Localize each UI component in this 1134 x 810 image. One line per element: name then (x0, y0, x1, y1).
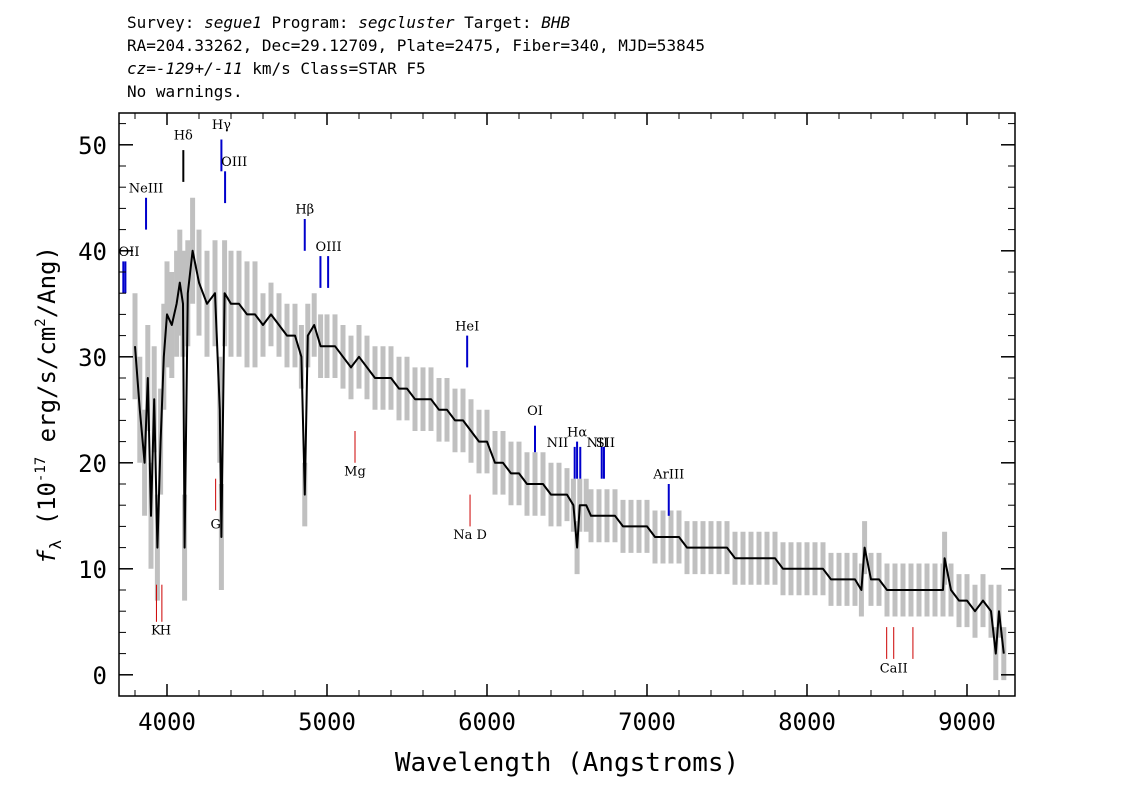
x-tick-label: 8000 (778, 708, 836, 736)
target-value: BHB (541, 13, 571, 32)
y-tick-label: 0 (93, 662, 107, 690)
y-tick-label: 30 (78, 344, 107, 372)
x-tick-label: 4000 (138, 708, 196, 736)
header-line-coords: RA=204.33262, Dec=29.12709, Plate=2475, … (127, 36, 705, 55)
program-value: segcluster (358, 13, 455, 32)
line-label-sii: SII (596, 436, 615, 451)
program-label: Program: (261, 13, 359, 32)
x-tick-label: 5000 (298, 708, 356, 736)
cz-value: -129+/-11 (155, 59, 243, 78)
y-tick-label: 40 (78, 238, 107, 266)
x-tick-label: 6000 (458, 708, 516, 736)
flux-layer (134, 249, 1005, 655)
target-label: Target: (454, 13, 542, 32)
plot-frame (118, 112, 1016, 697)
line-label-nii6548: NII (547, 436, 569, 451)
line-label-nii6583: NII (587, 436, 609, 451)
line-label-oiii4959: OIII (316, 240, 342, 255)
line-label-hα: Hα (567, 425, 587, 440)
line-markers-layer: NeIIIOIIHδHγOIIIHβOIIIHeIOINIIHαNIISIIAr… (119, 118, 914, 677)
survey-label: Survey: (127, 13, 205, 32)
y-tick-label: 50 (78, 132, 107, 160)
flux-line (134, 249, 1005, 655)
survey-value: segue1 (204, 13, 262, 32)
y-label-close: /Ang) (33, 246, 61, 318)
axis-ticks-layer: 4000 5000 6000 7000 8000 9000 0 10 20 30 40 50 (78, 113, 1015, 736)
line-label-h: H (160, 624, 171, 639)
line-label-caii: CaII (880, 662, 908, 677)
line-label-hβ: Hβ (295, 203, 314, 218)
line-label-neiii: NeIII (129, 182, 163, 197)
y-axis-label: fλ (10-17 erg/s/cm2/Ang) (33, 246, 65, 564)
y-label-open: (10 (33, 482, 61, 540)
line-label-hδ: Hδ (174, 129, 193, 144)
y-label-sub: λ (46, 540, 65, 550)
line-label-g: G (210, 518, 220, 533)
spectrum-header: Survey: segue1 Program: segcluster Targe… (127, 11, 705, 103)
x-axis-label: Wavelength (Angstroms) (395, 748, 739, 778)
y-tick-label: 20 (78, 450, 107, 478)
class-text: km/s Class=STAR F5 (242, 59, 426, 78)
y-label-f: f (33, 549, 61, 564)
y-label-mid: erg/s/cm (33, 327, 61, 457)
line-label-ariii: ArIII (652, 468, 684, 483)
line-label-oii: OII (119, 245, 140, 260)
header-line-survey: Survey: segue1 Program: segcluster Targe… (127, 11, 705, 34)
y-label-exp1: -17 (33, 457, 49, 482)
line-label-hei: HeI (455, 319, 479, 334)
cz-label: cz= (127, 59, 156, 78)
y-tick-label: 10 (78, 556, 107, 584)
x-tick-label: 7000 (618, 708, 676, 736)
line-label-mg: Mg (344, 465, 366, 480)
line-label-oi: OI (527, 404, 543, 419)
line-label-oiii4363: OIII (221, 155, 247, 170)
line-label-na-d: Na D (453, 528, 487, 543)
x-tick-label: 9000 (938, 708, 996, 736)
line-label-k: K (151, 624, 161, 639)
y-label-exp2: 2 (33, 318, 49, 326)
header-line-warnings: No warnings. (127, 82, 243, 101)
header-line-redshift: cz=-129+/-11 km/s Class=STAR F5 (127, 57, 705, 80)
line-label-hγ: Hγ (212, 118, 231, 133)
